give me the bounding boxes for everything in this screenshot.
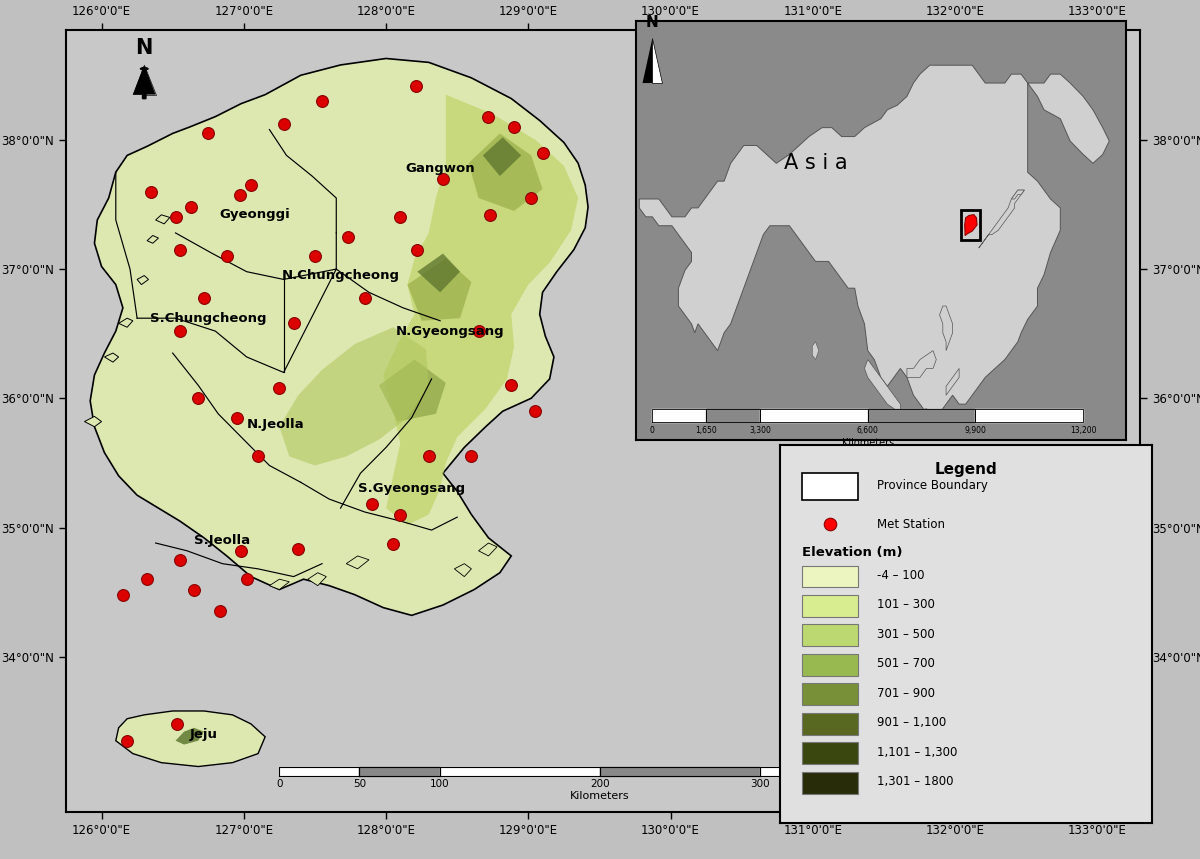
Polygon shape	[84, 417, 102, 427]
Bar	[803, 654, 858, 676]
Polygon shape	[642, 39, 662, 83]
Polygon shape	[418, 253, 460, 292]
Polygon shape	[965, 215, 977, 235]
Polygon shape	[144, 65, 156, 94]
Text: N.Gyeongsang: N.Gyeongsang	[396, 325, 504, 338]
Text: -4 – 100: -4 – 100	[877, 569, 924, 582]
Polygon shape	[280, 327, 428, 466]
Bar	[803, 713, 858, 734]
Text: 701 – 900: 701 – 900	[877, 687, 935, 700]
Polygon shape	[383, 94, 578, 525]
Polygon shape	[940, 306, 953, 350]
Text: Gyeonggi: Gyeonggi	[220, 209, 290, 222]
Text: 9,900: 9,900	[965, 426, 986, 436]
Polygon shape	[270, 579, 289, 589]
Polygon shape	[408, 259, 472, 320]
Polygon shape	[115, 711, 265, 766]
Text: 101 – 300: 101 – 300	[877, 599, 935, 612]
Text: Jeju: Jeju	[190, 728, 218, 740]
Text: 200: 200	[590, 779, 610, 789]
Polygon shape	[137, 276, 149, 284]
Text: 301 – 500: 301 – 500	[877, 628, 935, 641]
Text: 3,300: 3,300	[749, 426, 770, 436]
Polygon shape	[379, 360, 446, 422]
Bar	[803, 624, 858, 647]
Polygon shape	[308, 573, 326, 586]
Text: S.Chungcheong: S.Chungcheong	[150, 312, 266, 325]
Text: Legend: Legend	[935, 462, 997, 477]
Polygon shape	[455, 564, 472, 576]
Text: 300: 300	[750, 779, 769, 789]
Polygon shape	[946, 369, 959, 395]
Text: N: N	[646, 15, 659, 29]
Polygon shape	[175, 728, 204, 745]
Text: Met Station: Met Station	[877, 518, 944, 531]
Polygon shape	[898, 409, 930, 422]
Polygon shape	[90, 58, 588, 615]
Text: 1,101 – 1,300: 1,101 – 1,300	[877, 746, 958, 758]
Text: A s i a: A s i a	[784, 153, 847, 174]
Polygon shape	[864, 360, 900, 413]
Bar	[803, 473, 858, 500]
Polygon shape	[482, 137, 521, 176]
Polygon shape	[133, 65, 156, 94]
Text: Kilometers: Kilometers	[841, 437, 894, 448]
Polygon shape	[156, 215, 170, 224]
Text: S.Jeolla: S.Jeolla	[194, 534, 251, 547]
Text: 400: 400	[911, 779, 930, 789]
Text: 0: 0	[276, 779, 283, 789]
Polygon shape	[347, 556, 368, 569]
Text: S.Gyeongsang: S.Gyeongsang	[358, 482, 466, 496]
Polygon shape	[104, 353, 119, 362]
Text: Province Boundary: Province Boundary	[877, 479, 988, 492]
Bar	[803, 595, 858, 617]
Polygon shape	[479, 543, 497, 556]
Bar	[803, 772, 858, 794]
Polygon shape	[812, 342, 818, 360]
Bar	[803, 684, 858, 705]
Polygon shape	[468, 133, 542, 211]
Polygon shape	[907, 350, 936, 377]
Polygon shape	[119, 318, 133, 327]
Polygon shape	[133, 65, 144, 94]
Text: 50: 50	[353, 779, 366, 789]
Text: N.Jeolla: N.Jeolla	[246, 417, 304, 430]
Polygon shape	[653, 39, 662, 83]
Polygon shape	[1012, 190, 1025, 199]
Bar	[961, 210, 979, 240]
Polygon shape	[979, 190, 1025, 248]
Text: N: N	[136, 39, 152, 58]
Text: 501 – 700: 501 – 700	[877, 657, 935, 670]
Polygon shape	[148, 235, 158, 243]
Polygon shape	[640, 65, 1109, 422]
Text: 13,200: 13,200	[1070, 426, 1097, 436]
Bar	[803, 565, 858, 588]
Bar	[803, 742, 858, 765]
Text: 901 – 1,100: 901 – 1,100	[877, 716, 946, 729]
Text: 6,600: 6,600	[857, 426, 878, 436]
Text: 100: 100	[430, 779, 449, 789]
Text: 1,301 – 1800: 1,301 – 1800	[877, 775, 953, 789]
Text: 0: 0	[650, 426, 655, 436]
Text: N.Chungcheong: N.Chungcheong	[282, 269, 400, 282]
Text: Gangwon: Gangwon	[406, 161, 475, 175]
Text: 1,650: 1,650	[695, 426, 718, 436]
Text: Elevation (m): Elevation (m)	[803, 546, 902, 559]
Text: Kilometers: Kilometers	[570, 791, 630, 801]
